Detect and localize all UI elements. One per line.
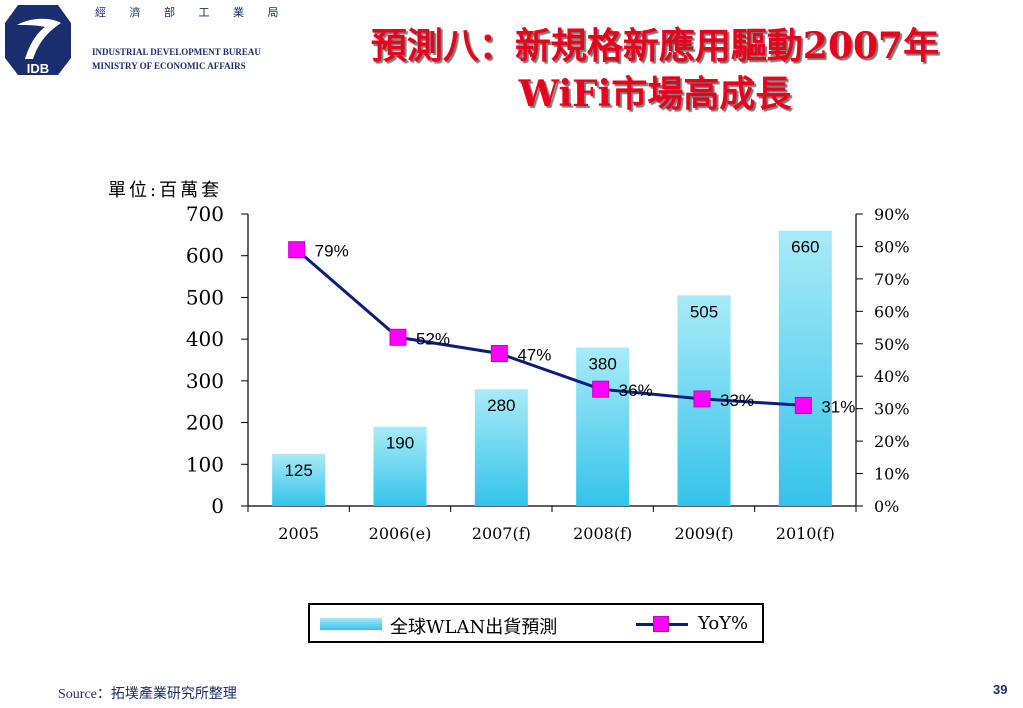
y-left-tick-label: 100	[186, 452, 224, 476]
y-right-tick-label: 40%	[874, 367, 910, 386]
y-left-tick-label: 300	[186, 369, 224, 393]
bar-value-label: 190	[386, 434, 414, 453]
yoy-marker	[389, 328, 407, 346]
y-right-tick-label: 20%	[874, 432, 910, 451]
idb-logo: IDB 經 濟 部 工 業 局 INDUSTRIAL DEVELOPMENT B…	[0, 0, 290, 80]
legend-line-marker	[653, 616, 669, 632]
source-note: Source：拓墣產業研究所整理	[58, 687, 237, 702]
yoy-marker	[693, 390, 711, 408]
y-right-tick-label: 70%	[874, 270, 910, 289]
slide-title-line1: 預測八：新規格新應用驅動2007年	[370, 25, 940, 67]
yoy-marker	[794, 396, 812, 414]
idb-logo-mark: IDB	[5, 5, 71, 76]
y-left-tick-label: 400	[186, 327, 224, 351]
y-right-tick-label: 10%	[874, 465, 910, 484]
y-right-tick-label: 60%	[874, 302, 910, 321]
yoy-value-label: 79%	[315, 242, 349, 261]
y-left-tick-label: 200	[186, 411, 224, 435]
x-tick-label: 2006(e)	[369, 524, 432, 543]
x-tick-label: 2010(f)	[776, 524, 835, 543]
bar-value-label: 125	[284, 461, 312, 480]
bar-2006(e)	[373, 426, 427, 506]
yoy-value-label: 33%	[720, 391, 754, 410]
y-left-tick-label: 700	[186, 202, 224, 226]
bureau-name-en: INDUSTRIAL DEVELOPMENT BUREAU	[92, 47, 261, 57]
legend-bar-swatch	[320, 618, 382, 630]
legend-line-label: YoY%	[698, 613, 749, 634]
wlan-forecast-chart: 0 100 200 300 400 500 600 700 0% 10% 20% 30% 40% 50% 6…	[186, 202, 910, 543]
bar-value-label: 505	[690, 302, 718, 321]
x-tick-label: 2009(f)	[674, 524, 733, 543]
y-left-tick-label: 600	[186, 244, 224, 268]
bar-2005	[272, 453, 326, 506]
y-left-tick-label: 500	[186, 285, 224, 309]
y-right-tick-label: 80%	[874, 237, 910, 256]
bar-2007(f)	[474, 389, 528, 506]
bar-value-label: 380	[588, 354, 616, 373]
legend-bar-label: 全球WLAN出貨預測	[390, 617, 558, 638]
y-left-tick-label: 0	[211, 494, 224, 518]
x-tick-label: 2008(f)	[573, 524, 632, 543]
yoy-value-label: 31%	[821, 397, 855, 416]
slide-title-line2: WiFi市場高成長	[518, 73, 792, 115]
yoy-value-label: 47%	[517, 346, 551, 365]
yoy-marker	[490, 345, 508, 363]
page-number: 39	[993, 682, 1008, 697]
bar-2008(f)	[576, 347, 630, 506]
yoy-marker	[288, 241, 306, 259]
ministry-name-en: MINISTRY OF ECONOMIC AFFAIRS	[92, 61, 246, 71]
y-right-tick-label: 0%	[874, 497, 899, 516]
bureau-name-cn: 經 濟 部 工 業 局	[95, 6, 289, 19]
y-right-tick-label: 50%	[874, 335, 910, 354]
yoy-line	[295, 248, 804, 407]
chart-unit-label: 單位:百萬套	[108, 180, 223, 201]
chart-legend: 全球WLAN出貨預測 YoY%	[308, 603, 764, 643]
logo-abbr: IDB	[27, 61, 49, 76]
bar-2010(f)	[778, 230, 832, 506]
y-right-tick-label: 90%	[874, 205, 910, 224]
slide-title: 預測八：新規格新應用驅動2007年 WiFi市場高成長	[295, 22, 1015, 118]
yoy-marker	[592, 380, 610, 398]
yoy-value-label: 36%	[619, 381, 653, 400]
yoy-value-label: 52%	[416, 329, 450, 348]
x-tick-label: 2005	[278, 524, 319, 543]
y-right-tick-label: 30%	[874, 400, 910, 419]
bar-value-label: 660	[791, 238, 819, 257]
bar-value-label: 280	[487, 396, 515, 415]
x-tick-label: 2007(f)	[472, 524, 531, 543]
